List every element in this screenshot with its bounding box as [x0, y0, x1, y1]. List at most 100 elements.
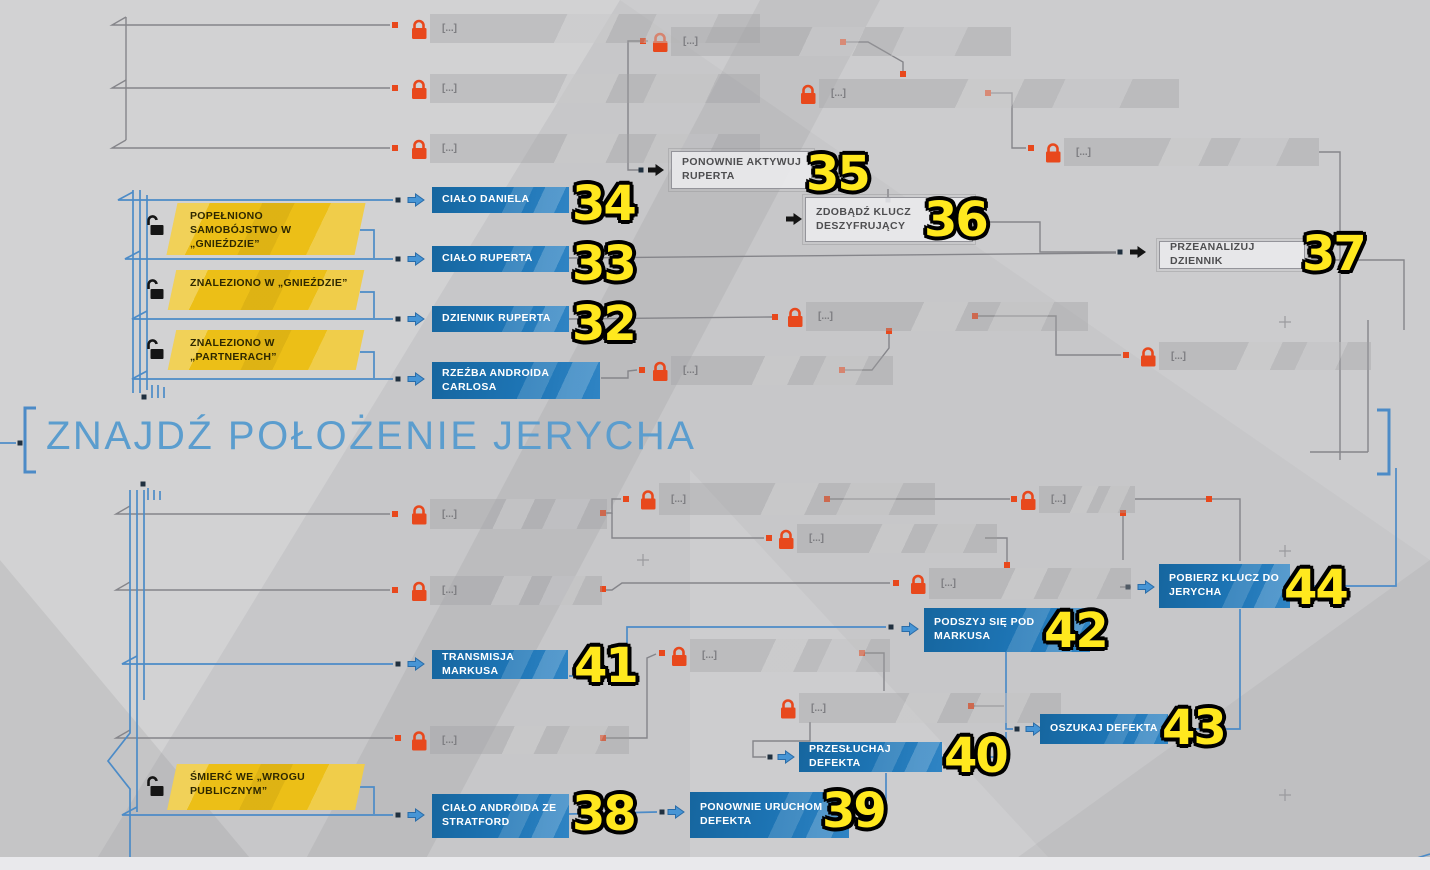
connector-dot — [893, 580, 899, 586]
arrow-icon — [407, 252, 425, 266]
arrow-icon — [1130, 246, 1146, 258]
lock-icon — [779, 529, 794, 549]
connector-dot — [392, 587, 398, 593]
node-przeanalizuj-dziennik[interactable]: PRZEANALIZUJ DZIENNIK — [1156, 238, 1308, 272]
connector-dot — [395, 316, 401, 322]
connector-dot — [659, 809, 665, 815]
locked-node-label: [...] — [809, 533, 824, 544]
lock-icon — [412, 19, 427, 39]
connector-line — [602, 582, 890, 591]
locked-node-label: [...] — [671, 493, 686, 505]
node-zdobadz-klucz-deszyfrujacy[interactable]: ZDOBĄDŹ KLUCZ DESZYFRUJĄCY — [802, 194, 976, 245]
connector-line — [1005, 652, 1013, 730]
annotation-39: 39 — [822, 783, 887, 839]
connector-line — [1377, 408, 1391, 476]
node-label: RZEŹBA ANDROIDA CARLOSA — [432, 362, 600, 399]
connector-dot — [600, 586, 606, 592]
locked-node: [...] — [806, 302, 1088, 331]
node-ponownie-uruchom-defekta[interactable]: PONOWNIE URUCHOM DEFEKTA — [690, 792, 849, 838]
node-rzezba-androida-carlosa[interactable]: RZEŹBA ANDROIDA CARLOSA — [432, 362, 600, 399]
connector-line — [360, 229, 375, 258]
connector-dot — [839, 367, 845, 373]
locked-node: [...] — [1064, 138, 1319, 166]
connector-line — [124, 250, 393, 260]
clue-node-popelniono-samobojstwo[interactable]: POPEŁNIONO SAMOBÓJSTWO W „GNIEŹDZIE” — [166, 203, 366, 255]
connector-dot — [395, 661, 401, 667]
clue-node-znaleziono-gniezdzie[interactable]: ZNALEZIONO W „GNIEŹDZIE” — [167, 270, 365, 310]
node-label: PONOWNIE URUCHOM DEFEKTA — [690, 792, 849, 838]
arrow-icon — [667, 805, 685, 819]
locked-node-label: [...] — [702, 650, 717, 661]
lock-icon — [1141, 347, 1156, 367]
node-podszyj-sie-pod-markusa[interactable]: PODSZYJ SIĘ POD MARKUSA — [924, 608, 1090, 652]
connector-dot — [141, 394, 147, 400]
node-transmisja-markusa[interactable]: TRANSMISJA MARKUSA — [432, 650, 568, 679]
locked-node-label: [...] — [442, 508, 457, 520]
lock-icon — [781, 699, 796, 719]
clue-node-znaleziono-partnerach[interactable]: ZNALEZIONO W „PARTNERACH” — [167, 330, 365, 370]
locked-node-label: [...] — [831, 88, 846, 99]
connector-line — [752, 722, 811, 758]
connector-dot — [766, 535, 772, 541]
annotation-38: 38 — [572, 786, 637, 842]
connector-line — [113, 505, 390, 515]
connector-line — [23, 406, 36, 474]
node-cialo-androida-ze-stratford[interactable]: CIAŁO ANDROIDA ZE STRATFORD — [432, 794, 569, 838]
connector-line — [1319, 151, 1341, 460]
locked-node-label: [...] — [442, 585, 457, 596]
connector-dot — [623, 496, 629, 502]
locked-node: [...] — [430, 576, 602, 605]
node-cialo-daniela[interactable]: CIAŁO DANIELA — [432, 187, 569, 213]
connector-line — [975, 315, 1121, 356]
connector-dot — [840, 39, 846, 45]
node-przesluchaj-defekta[interactable]: PRZESŁUCHAJ DEFEKTA — [799, 742, 942, 772]
lock-icon — [412, 79, 427, 99]
locked-node-label: [...] — [442, 734, 457, 746]
connector-dot — [392, 145, 398, 151]
annotation-44: 44 — [1284, 560, 1349, 616]
connector-dot — [140, 481, 146, 487]
arrow-icon — [407, 808, 425, 822]
plus-marker — [637, 554, 649, 566]
connector-line — [973, 221, 1116, 253]
page-title: ZNAJDŹ POŁOŻENIE JERYCHA — [46, 414, 697, 458]
node-label: OSZUKAJ DEFEKTA — [1040, 714, 1168, 744]
clue-node-smierc-wrogu-publicznym[interactable]: ŚMIERĆ WE „WROGU PUBLICZNYM” — [167, 764, 365, 810]
connector-dot — [888, 624, 894, 630]
lock-icon — [788, 307, 803, 327]
connector-line — [1135, 498, 1241, 561]
connector-dot — [968, 703, 974, 709]
node-label: TRANSMISJA MARKUSA — [432, 650, 568, 679]
unlock-icon — [147, 339, 164, 359]
locked-node-label: [...] — [442, 23, 457, 34]
node-cialo-ruperta[interactable]: CIAŁO RUPERTA — [432, 246, 569, 272]
locked-node: [...] — [430, 74, 760, 103]
locked-node: [...] — [671, 27, 1011, 56]
node-dziennik-ruperta[interactable]: DZIENNIK RUPERTA — [432, 306, 569, 332]
node-ponownie-aktywuj-ruperta[interactable]: PONOWNIE AKTYWUJ RUPERTA — [668, 148, 815, 192]
locked-node: [...] — [430, 726, 629, 754]
node-pobierz-klucz-do-jerycha[interactable]: POBIERZ KLUCZ DO JERYCHA — [1159, 564, 1290, 608]
connector-dot — [970, 219, 976, 225]
connector-dot — [772, 314, 778, 320]
lock-icon — [412, 581, 427, 601]
bottom-strip — [0, 857, 1430, 870]
node-label: DZIENNIK RUPERTA — [432, 306, 569, 332]
unlock-icon — [147, 279, 164, 299]
node-oszukaj-defekta[interactable]: OSZUKAJ DEFEKTA — [1040, 714, 1168, 744]
connector-line — [603, 498, 621, 514]
lock-icon — [1021, 490, 1036, 510]
locked-node-label: [...] — [683, 36, 698, 47]
connector-dot — [886, 328, 892, 334]
locked-node-label: [...] — [683, 365, 698, 376]
connector-dot — [395, 256, 401, 262]
connector-dot — [17, 440, 23, 446]
locked-node: [...] — [671, 356, 893, 385]
connector-line — [842, 334, 890, 371]
connector-dot — [639, 367, 645, 373]
locked-node-label: [...] — [442, 83, 457, 94]
connector-dot — [767, 754, 773, 760]
lock-icon — [412, 139, 427, 159]
connector-dot — [600, 735, 606, 741]
